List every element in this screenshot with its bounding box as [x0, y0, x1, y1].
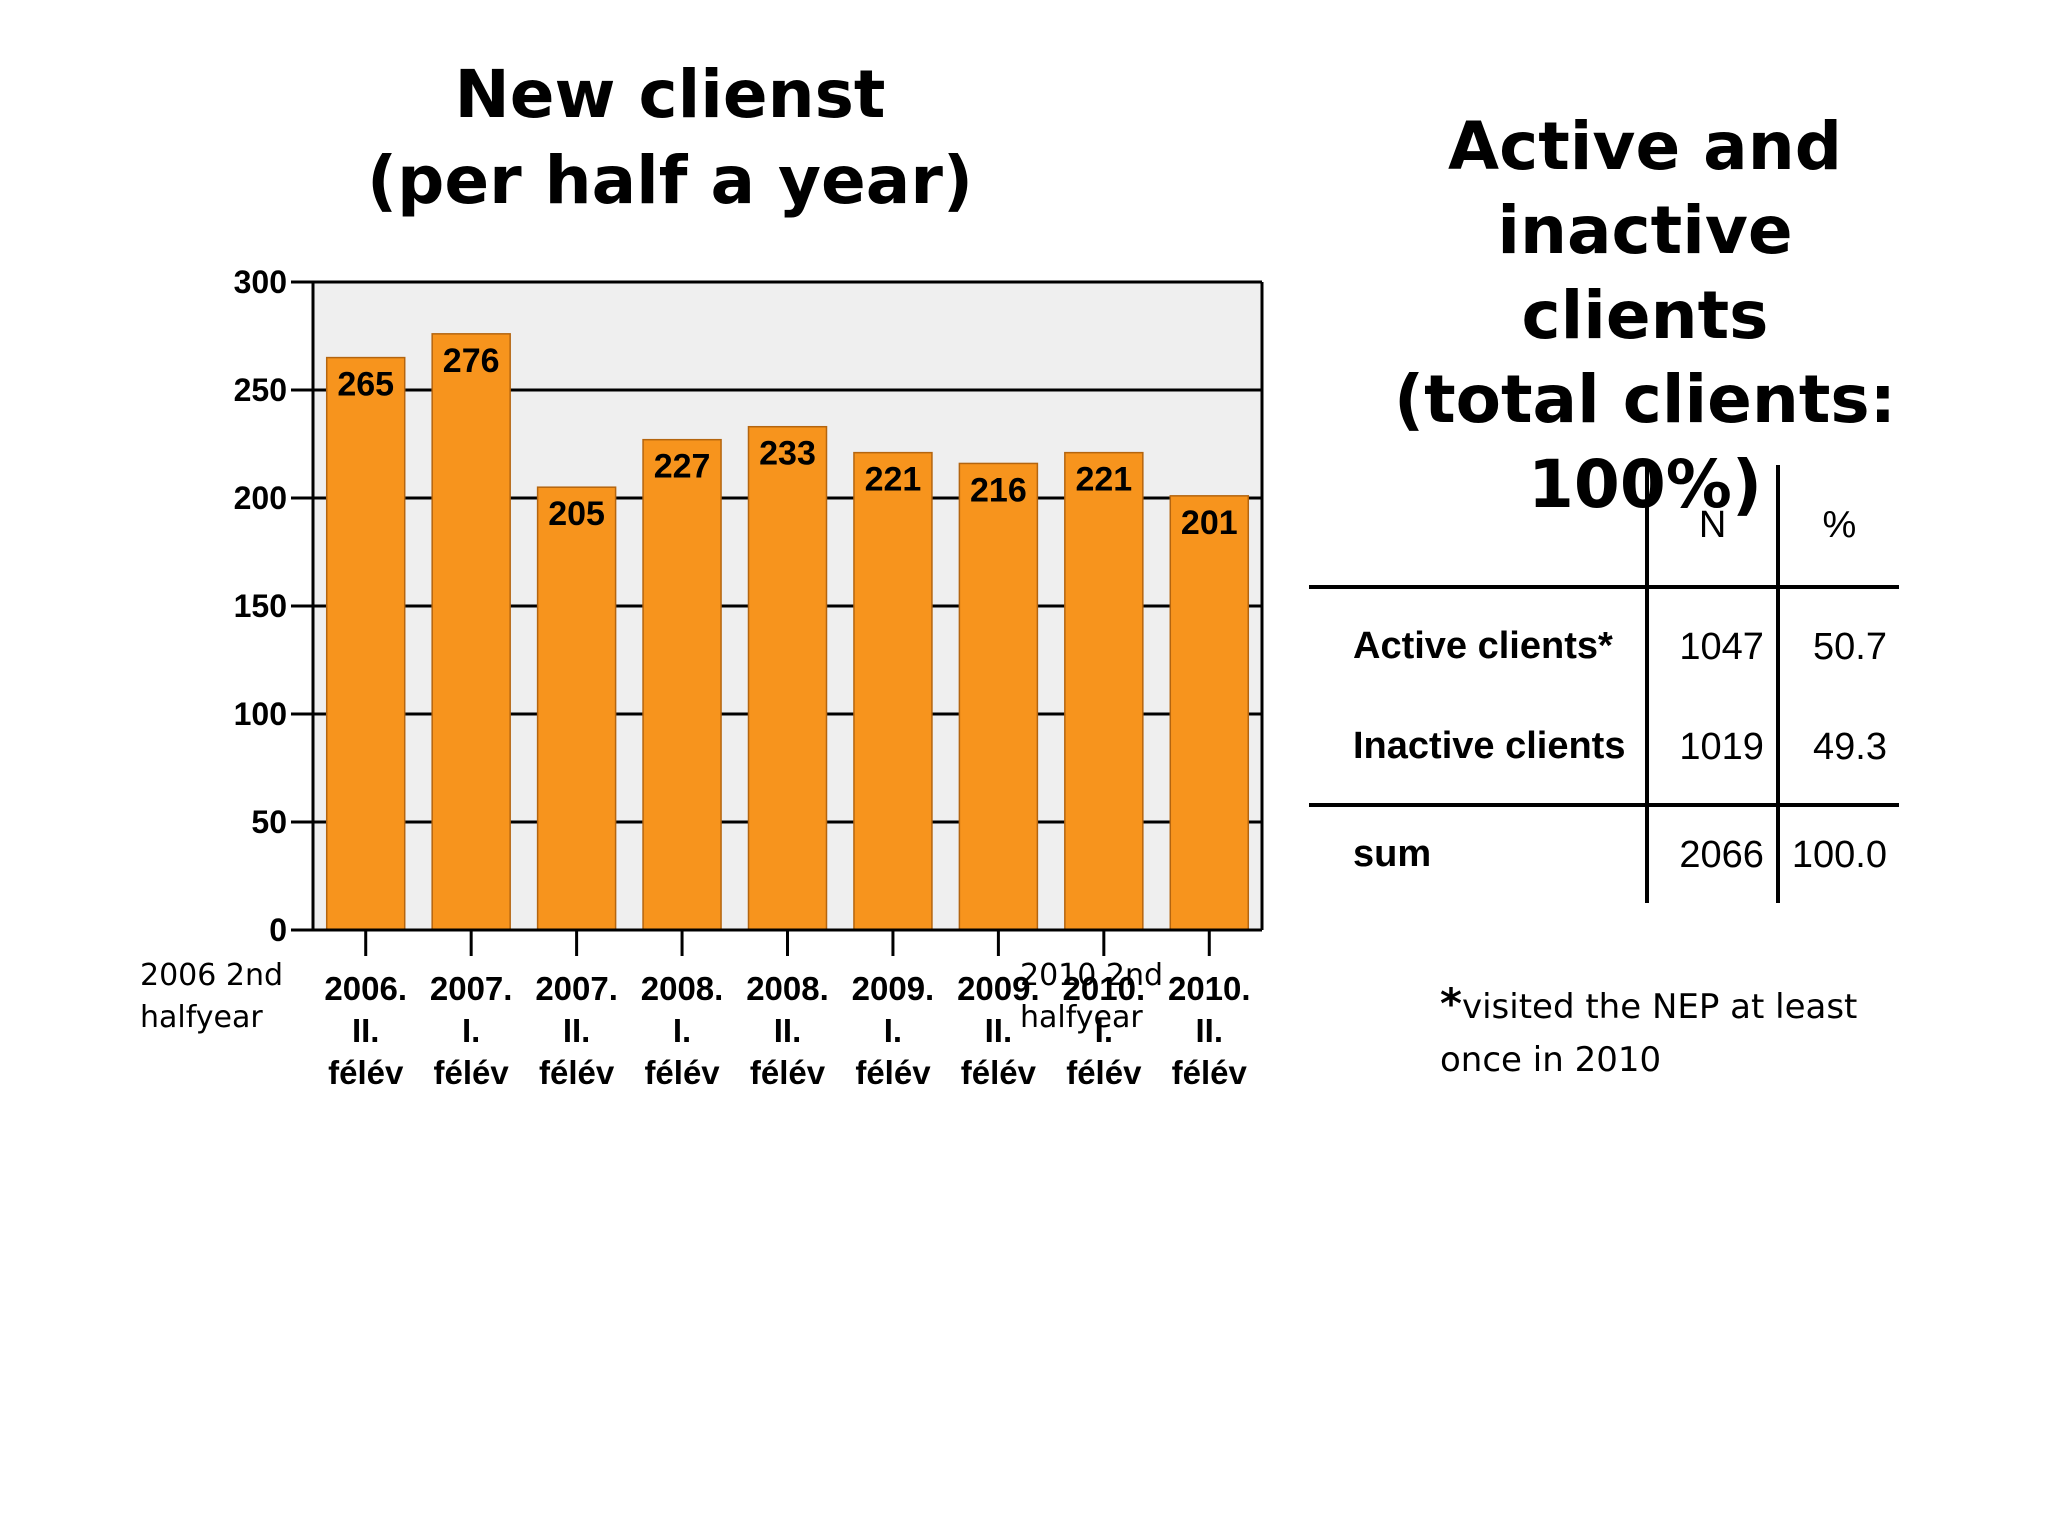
bar-value-label: 265: [337, 366, 394, 404]
bar-value-label: 276: [443, 342, 500, 380]
x-tick-label: 2008.: [641, 970, 724, 1007]
bar: [431, 333, 511, 931]
y-tick-label: 200: [234, 480, 287, 516]
note-2010-halfyear: 2010 2nd halfyear: [1020, 958, 1164, 1035]
table-row-active: Active clients* 1047 50.7: [1309, 587, 1899, 697]
table-title-line-3: (total clients: 100%): [1393, 361, 1897, 523]
bar-value-label: 221: [1075, 461, 1132, 499]
x-tick-label: 2007.: [430, 970, 513, 1007]
x-tick-label: I.: [673, 1012, 691, 1049]
bar: [1064, 451, 1144, 931]
bar-value-label: 233: [759, 435, 816, 473]
table-row-sum: sum 2066 100.0: [1309, 805, 1899, 903]
bar-value-label: 221: [865, 461, 922, 499]
header-cell-n: N: [1647, 465, 1780, 589]
x-tick-label: 2007.: [535, 970, 618, 1007]
x-tick-label: félév: [434, 1054, 510, 1091]
bar: [1169, 495, 1250, 931]
footnote-text: visited the NEP at least once in 2010: [1440, 987, 1858, 1080]
row-label-active: Active clients*: [1309, 587, 1650, 697]
bar-value-label: 216: [970, 471, 1027, 509]
y-tick-label: 0: [269, 912, 287, 948]
row-n-inactive: 1019: [1647, 697, 1780, 807]
x-tick-label: II.: [985, 1012, 1013, 1049]
x-tick-label: II.: [774, 1012, 802, 1049]
clients-table: N % Active clients* 1047 50.7 Inactive c…: [1309, 465, 1899, 903]
bar: [536, 486, 617, 931]
x-tick-label: félév: [328, 1054, 404, 1091]
x-tick-label: 2009.: [852, 970, 935, 1007]
chart-title: New clienst (per half a year): [300, 52, 1040, 224]
row-n-active: 1047: [1647, 587, 1780, 697]
y-tick-label: 250: [234, 372, 287, 408]
y-tick-label: 100: [234, 696, 287, 732]
x-tick-label: I.: [1095, 1012, 1113, 1049]
chart-title-line-2: (per half a year): [366, 141, 974, 219]
y-tick-label: 150: [234, 588, 287, 624]
table-header-row: N %: [1309, 465, 1899, 589]
bar: [853, 451, 933, 931]
x-tick-label: II.: [1196, 1012, 1224, 1049]
bar: [958, 462, 1039, 931]
row-pct-active: 50.7: [1813, 625, 1887, 668]
x-tick-label: félév: [750, 1054, 826, 1091]
bar-value-label: 227: [654, 448, 711, 486]
x-tick-label: félév: [1172, 1054, 1248, 1091]
x-tick-label: I.: [884, 1012, 902, 1049]
chart-title-line-1: New clienst: [454, 56, 886, 133]
header-cell-label: [1309, 465, 1650, 589]
x-tick-label: I.: [462, 1012, 480, 1049]
bar: [325, 356, 406, 931]
y-tick-label: 50: [251, 804, 287, 840]
table-title-line-1: Active and inactive: [1448, 108, 1842, 270]
bar-value-label: 201: [1181, 504, 1238, 542]
x-tick-label: II.: [352, 1012, 380, 1049]
row-label-inactive: Inactive clients: [1309, 697, 1650, 807]
x-tick-label: 2010.: [1063, 970, 1146, 1007]
x-tick-label: félév: [961, 1054, 1037, 1091]
footnote-star: *: [1440, 979, 1462, 1028]
table-title-line-2: clients: [1521, 276, 1769, 354]
bar-value-label: 205: [548, 495, 605, 533]
note-2006-halfyear: 2006 2nd halfyear: [140, 958, 284, 1035]
x-tick-label: félév: [855, 1054, 931, 1091]
x-tick-label: 2010.: [1168, 970, 1251, 1007]
x-tick-label: 2008.: [746, 970, 829, 1007]
x-tick-label: félév: [539, 1054, 615, 1091]
header-cell-percent: %: [1777, 465, 1899, 589]
x-tick-label: II.: [563, 1012, 591, 1049]
x-tick-label: félév: [644, 1054, 720, 1091]
row-pct-inactive: 49.3: [1777, 697, 1899, 807]
row-label-sum: sum: [1309, 805, 1650, 903]
row-pct-sum: 100.0: [1791, 833, 1887, 876]
bar: [642, 438, 722, 931]
x-tick-label: 2006.: [324, 970, 407, 1007]
y-tick-label: 300: [234, 264, 287, 300]
x-tick-label: félév: [1066, 1054, 1142, 1091]
table-row-inactive: Inactive clients 1019 49.3: [1309, 697, 1899, 807]
footnote: *visited the NEP at least once in 2010: [1440, 972, 1900, 1086]
x-tick-label: 2009.: [957, 970, 1040, 1007]
table-title: Active and inactive clients (total clien…: [1290, 105, 2000, 527]
row-n-sum: 2066: [1647, 805, 1780, 903]
bar: [747, 425, 828, 931]
